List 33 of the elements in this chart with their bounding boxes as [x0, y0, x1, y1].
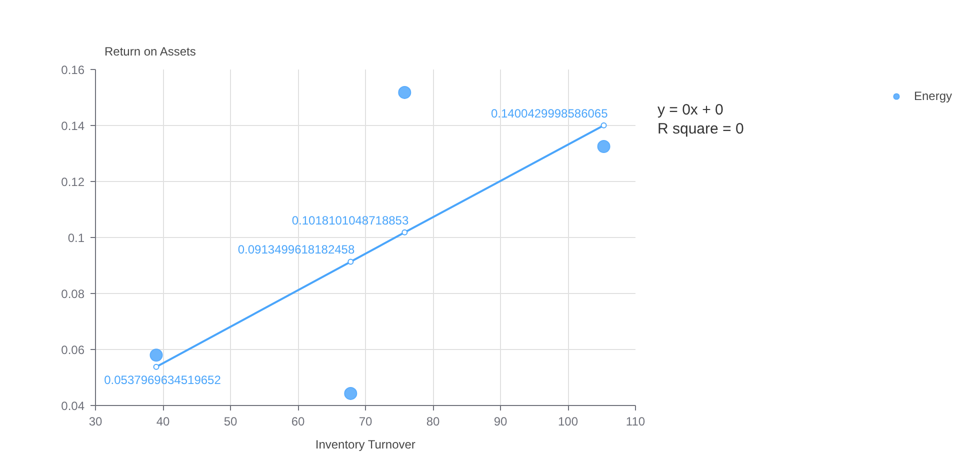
y-tick-label: 0.12	[61, 175, 85, 189]
data-label: 0.0913499618182458	[238, 242, 355, 257]
x-tick-label: 60	[291, 414, 305, 428]
text: R square = 0	[658, 120, 744, 138]
x-tick-label: 30	[88, 414, 102, 428]
x-tick-label: 50	[224, 414, 238, 428]
y-tick-label: 0.16	[61, 63, 85, 77]
x-tick-label: 80	[426, 414, 440, 428]
point	[153, 364, 160, 370]
point	[402, 229, 408, 236]
point	[348, 258, 354, 265]
x-tick-label: 100	[558, 414, 578, 428]
y-tick-label: 0.04	[61, 399, 85, 413]
y-tick-label: 0.06	[61, 343, 85, 357]
point	[344, 386, 358, 400]
y-axis-title: Return on Assets	[104, 44, 196, 58]
y-tick-label: 0.08	[61, 287, 85, 301]
x-tick-label: 90	[494, 414, 508, 428]
point	[150, 348, 163, 362]
x-tick-label: 70	[358, 414, 372, 428]
point	[597, 140, 610, 153]
point	[600, 122, 607, 128]
data-label: 0.1400429998586065	[490, 106, 608, 120]
x-axis-title: Inventory Turnover	[315, 438, 416, 452]
y-tick-label: 0.14	[61, 119, 85, 133]
x-tick-label: 110	[626, 414, 646, 428]
text: y = 0x + 0	[658, 102, 724, 118]
y-tick-label: 0.1	[68, 231, 85, 245]
data-label: 0.0537969634519652	[104, 372, 222, 387]
x-tick-label: 40	[156, 414, 170, 428]
legend-label: Energy	[914, 89, 952, 103]
data-label: 0.1018101048718853	[292, 213, 409, 228]
point	[398, 86, 412, 99]
